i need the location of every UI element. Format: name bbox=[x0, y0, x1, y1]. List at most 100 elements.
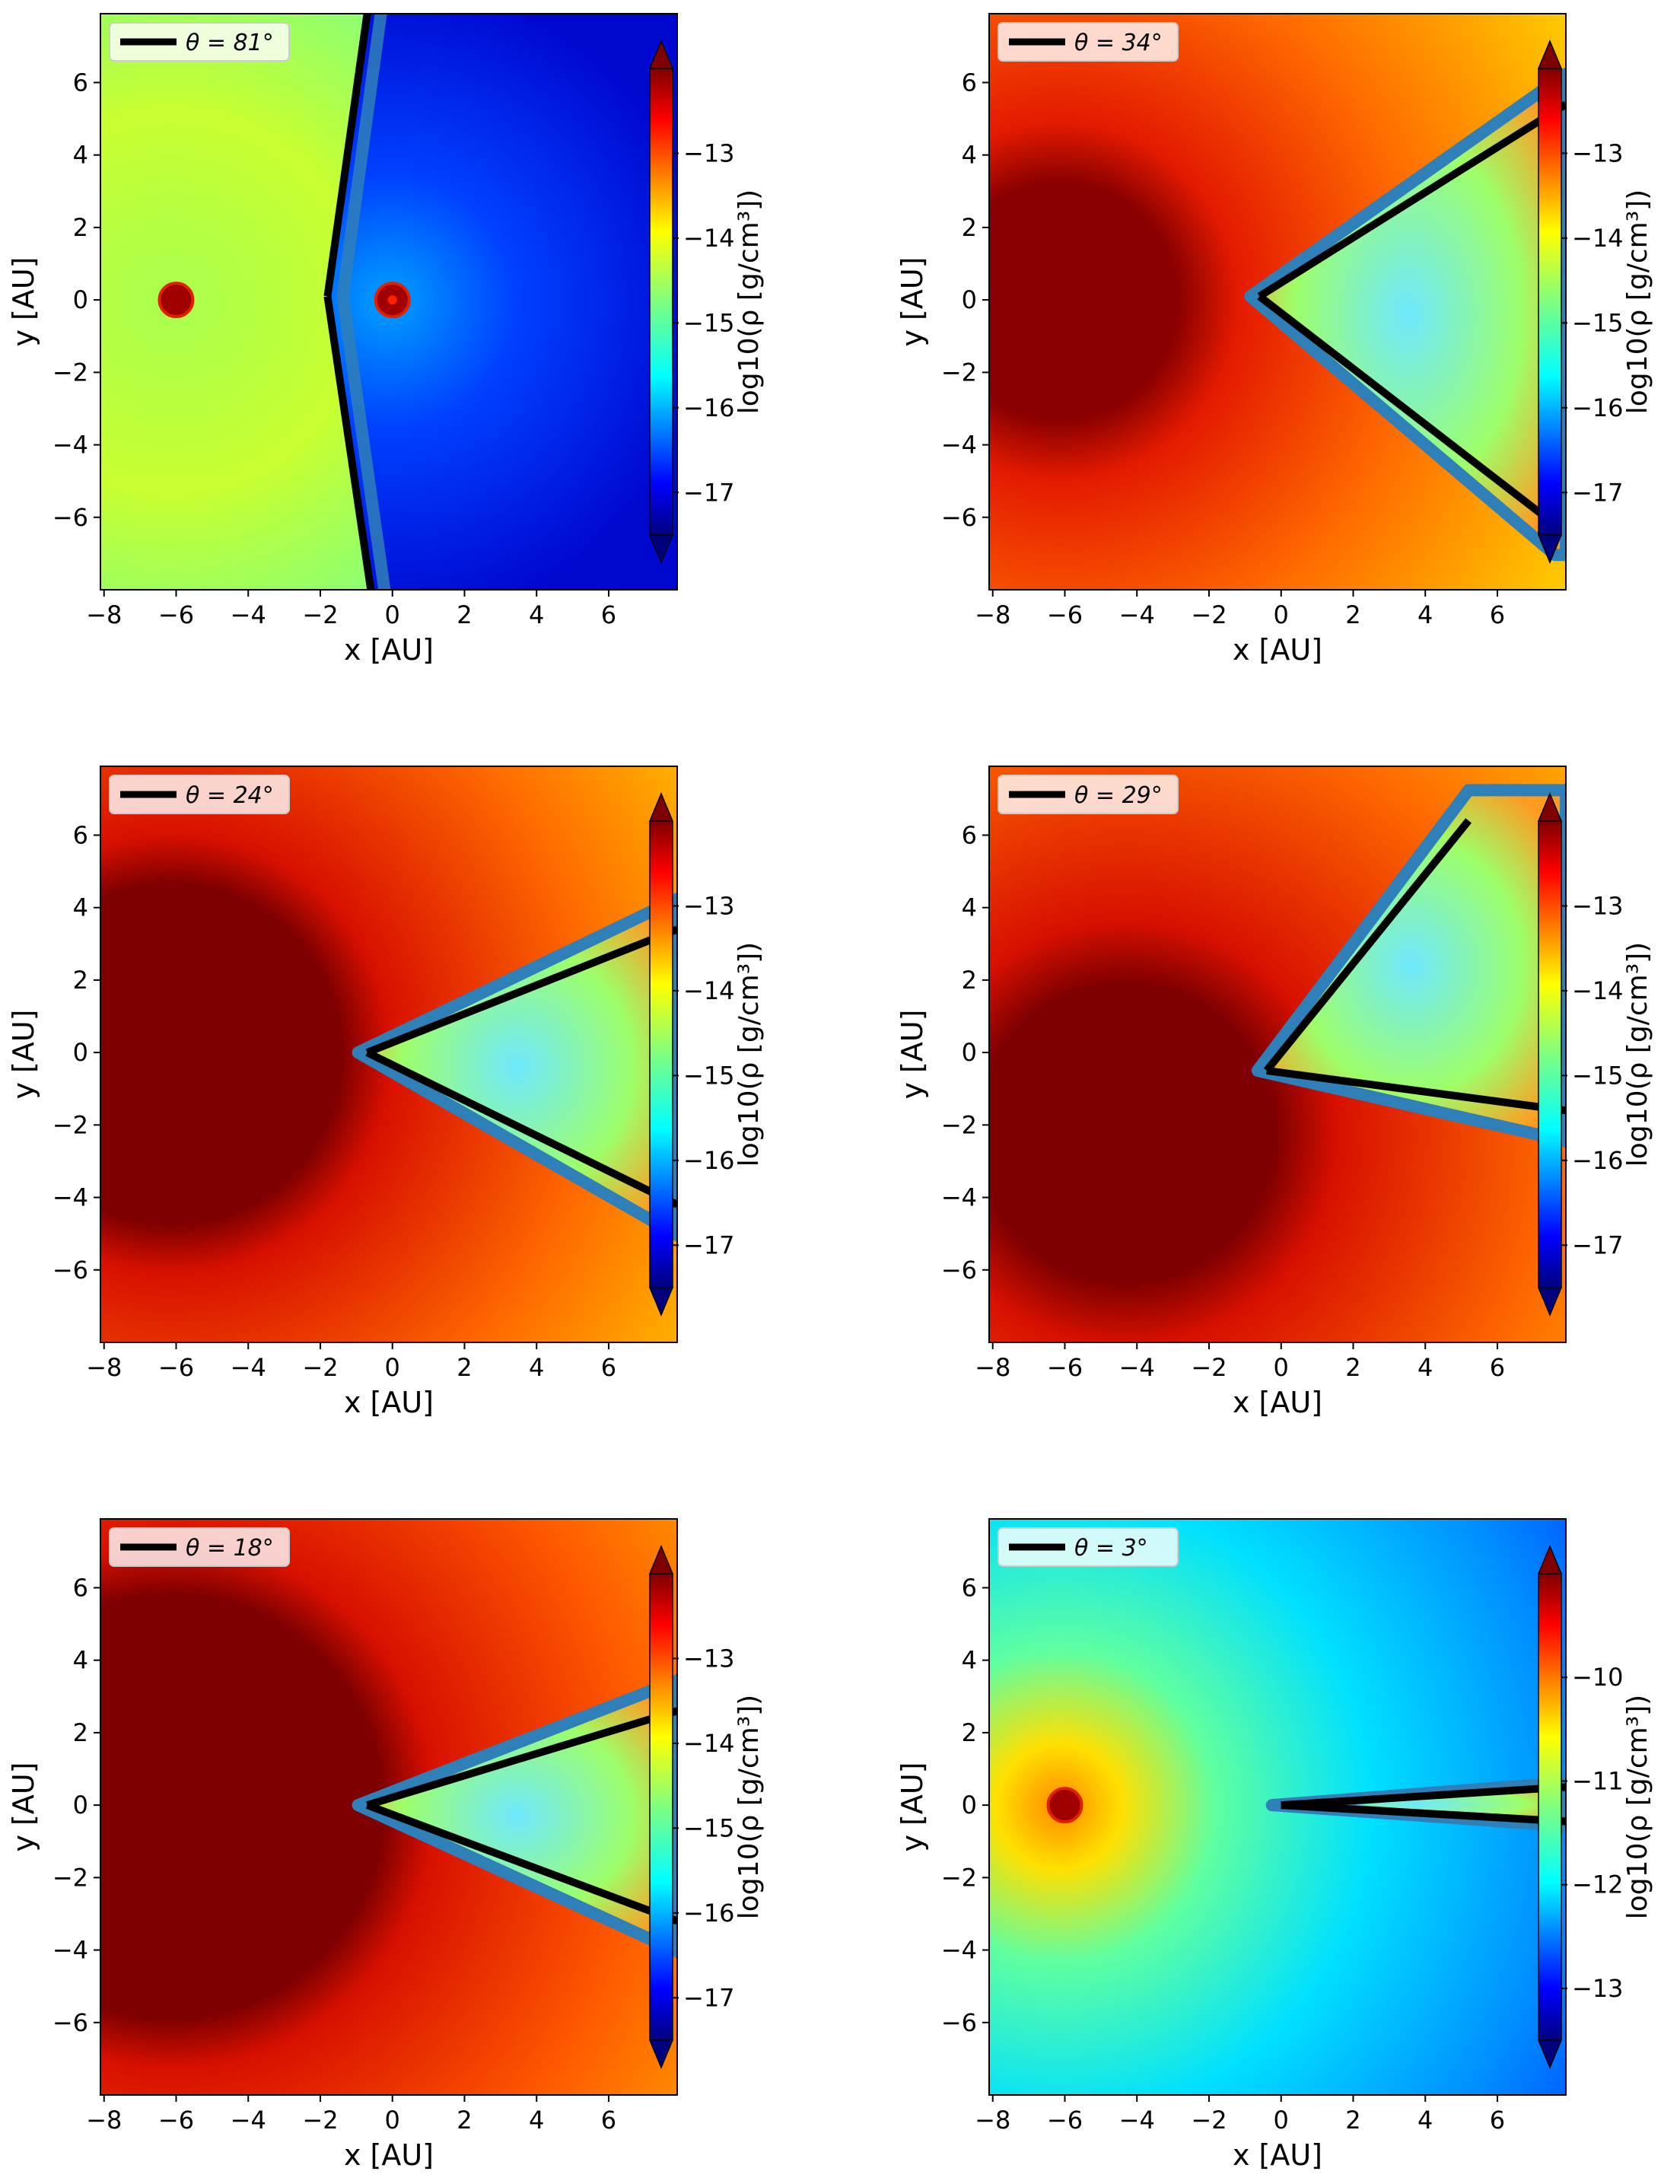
legend: θ = 3° bbox=[998, 1527, 1179, 1567]
y-tick-label: −4 bbox=[941, 1936, 977, 1965]
cone-line-1 bbox=[1281, 1783, 1566, 1810]
density-map bbox=[989, 766, 1566, 1342]
y-tick-label: 2 bbox=[73, 966, 88, 995]
x-tick-label: −8 bbox=[975, 1353, 1010, 1382]
legend-box bbox=[998, 775, 1179, 814]
y-tick-label: 6 bbox=[962, 1573, 977, 1602]
legend-label: θ = 81° bbox=[186, 30, 274, 56]
legend: θ = 18° bbox=[109, 1527, 290, 1567]
panel-middle-right: θ = 29° −13 −14 −15 −16 −17 log10(ρ [g/cm³]) −8… bbox=[896, 766, 1653, 1419]
x-tick-label: 6 bbox=[1490, 2106, 1505, 2135]
colorbar-tick-label: −13 bbox=[683, 138, 735, 167]
y-tick-label: 0 bbox=[962, 1791, 977, 1819]
shocked-region bbox=[352, 1674, 677, 1958]
panel-top-left: θ = 81° −13 −14 −15 −16 −17 log10(ρ [g/cm³]) −8… bbox=[7, 13, 765, 667]
x-tick-label: 2 bbox=[457, 2106, 472, 2135]
y-tick-label: 2 bbox=[962, 966, 977, 995]
x-tick-label: 6 bbox=[601, 2106, 616, 2135]
colorbar: −13 −14 −15 −16 −17 log10(ρ [g/cm³]) bbox=[648, 792, 765, 1316]
y-tick-label: 6 bbox=[962, 68, 977, 97]
x-tick-label: −4 bbox=[231, 2106, 266, 2135]
y-tick-label: 0 bbox=[962, 285, 977, 314]
cone-line-1 bbox=[1263, 818, 1472, 1074]
x-tick-label: 2 bbox=[457, 1353, 472, 1382]
colorbar: −13 −14 −15 −16 −17 log10(ρ [g/cm³]) bbox=[648, 1545, 765, 2069]
colorbar-scale bbox=[649, 1573, 673, 2041]
cone-line-1 bbox=[1257, 100, 1566, 300]
x-tick-label: 2 bbox=[1345, 2106, 1360, 2135]
x-tick-label: −8 bbox=[86, 2106, 122, 2135]
colorbar-tick-label: −13 bbox=[683, 1644, 735, 1673]
legend: θ = 34° bbox=[998, 22, 1179, 62]
colorbar-tick-label: −14 bbox=[1572, 976, 1624, 1005]
cone-line-1 bbox=[366, 1707, 677, 1809]
colorbar-scale bbox=[1538, 1573, 1562, 2041]
panel-middle-left: θ = 24° −13 −14 −15 −16 −17 log10(ρ [g/cm³]) −8… bbox=[7, 766, 765, 1419]
x-tick-label: −8 bbox=[86, 600, 122, 629]
axes-frame bbox=[988, 766, 1567, 1343]
colorbar-max-arrow bbox=[1537, 40, 1563, 69]
x-tick-label: −6 bbox=[158, 1353, 194, 1382]
colorbar-tick-label: −10 bbox=[1572, 1663, 1624, 1692]
x-tick-label: −6 bbox=[1047, 1353, 1083, 1382]
axes-frame bbox=[988, 1518, 1567, 2096]
y-tick-label: −4 bbox=[52, 431, 88, 460]
star-1 bbox=[158, 282, 195, 319]
y-tick-label: −2 bbox=[52, 358, 88, 387]
colorbar-tick-label: −15 bbox=[683, 308, 735, 337]
y-tick-label: 2 bbox=[962, 213, 977, 242]
x-tick-label: −2 bbox=[1191, 600, 1227, 629]
y-tick-label: −2 bbox=[941, 1863, 977, 1892]
colorbar-tick-label: −17 bbox=[1572, 1230, 1624, 1259]
y-axis-label: y [AU] bbox=[896, 256, 929, 346]
y-tick-label: 4 bbox=[962, 141, 977, 170]
x-tick-label: 4 bbox=[1418, 1353, 1433, 1382]
colorbar-min-arrow bbox=[648, 1287, 674, 1316]
x-tick-label: 0 bbox=[385, 600, 400, 629]
legend-label: θ = 3° bbox=[1074, 1535, 1148, 1562]
y-tick-label: −6 bbox=[941, 2008, 977, 2037]
y-tick-label: −6 bbox=[52, 1256, 88, 1285]
density-map bbox=[100, 14, 677, 590]
colorbar-tick-label: −11 bbox=[1572, 1766, 1624, 1795]
x-tick-label: 0 bbox=[1274, 600, 1289, 629]
colorbar-label: log10(ρ [g/cm³]) bbox=[733, 189, 765, 414]
star-1 bbox=[173, 1803, 179, 1808]
colorbar-min-arrow bbox=[1537, 2039, 1563, 2069]
y-tick-label: 0 bbox=[73, 1791, 88, 1819]
x-tick-label: −4 bbox=[1119, 2106, 1155, 2135]
x-tick-label: 6 bbox=[601, 600, 616, 629]
colorbar-max-arrow bbox=[1537, 1545, 1563, 1574]
y-tick-label: −4 bbox=[941, 431, 977, 460]
colorbar: −13 −14 −15 −16 −17 log10(ρ [g/cm³]) bbox=[1537, 40, 1653, 564]
y-tick-label: 4 bbox=[73, 893, 88, 922]
y-tick-label: 2 bbox=[73, 213, 88, 242]
x-tick-label: −4 bbox=[1119, 600, 1155, 629]
colorbar-label: log10(ρ [g/cm³]) bbox=[1622, 189, 1653, 414]
x-tick-label: 2 bbox=[1345, 1353, 1360, 1382]
x-tick-label: −4 bbox=[231, 600, 266, 629]
y-tick-label: 4 bbox=[73, 1646, 88, 1675]
y-tick-label: 4 bbox=[73, 141, 88, 170]
density-map bbox=[989, 1519, 1566, 2095]
x-tick-label: −6 bbox=[1047, 600, 1083, 629]
colorbar-tick-label: −16 bbox=[683, 393, 735, 422]
cone-line-1 bbox=[323, 14, 371, 298]
shocked-region bbox=[352, 893, 677, 1242]
cone-line-2 bbox=[1281, 1801, 1566, 1826]
y-axis-label: y [AU] bbox=[896, 1762, 929, 1851]
x-tick-label: −2 bbox=[1191, 2106, 1227, 2135]
colorbar-tick-label: −14 bbox=[683, 224, 735, 253]
y-tick-label: −2 bbox=[52, 1863, 88, 1892]
colorbar-min-arrow bbox=[648, 2039, 674, 2069]
colorbar-tick-label: −15 bbox=[1572, 1061, 1624, 1090]
y-tick-label: 0 bbox=[73, 285, 88, 314]
colorbar-max-arrow bbox=[648, 1545, 674, 1574]
axes-frame bbox=[988, 13, 1567, 591]
colorbar-tick-label: −14 bbox=[1572, 224, 1624, 253]
x-tick-label: 6 bbox=[601, 1353, 616, 1382]
y-tick-label: −4 bbox=[52, 1183, 88, 1212]
legend: θ = 81° bbox=[109, 22, 290, 62]
colorbar-scale bbox=[1538, 820, 1562, 1288]
